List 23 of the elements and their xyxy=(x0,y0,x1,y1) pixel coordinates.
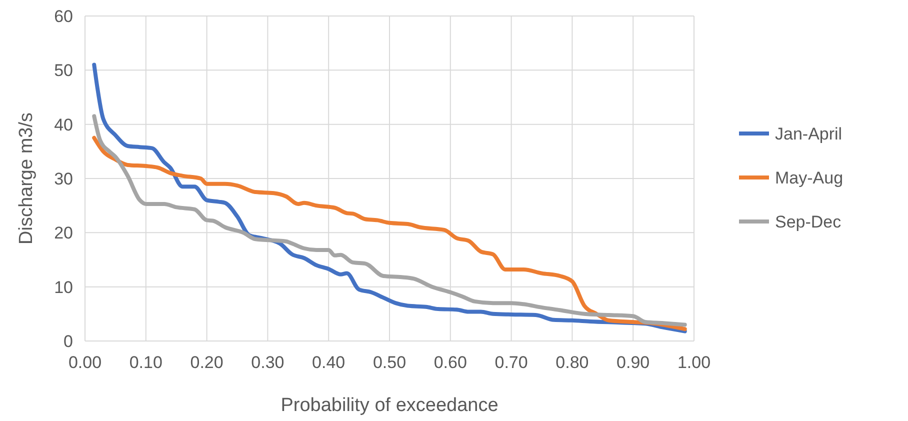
y-tick-label: 60 xyxy=(54,6,73,26)
x-tick-label: 0.40 xyxy=(312,353,346,372)
y-tick-label: 40 xyxy=(54,115,73,134)
y-tick-label: 0 xyxy=(64,332,73,351)
y-tick-label: 10 xyxy=(54,278,73,297)
x-axis-title: Probability of exceedance xyxy=(280,395,498,416)
x-tick-label: 0.10 xyxy=(129,353,162,372)
x-tick-label: 0.50 xyxy=(372,353,406,372)
x-tick-label: 1.00 xyxy=(677,353,711,372)
x-tick-label: 0.20 xyxy=(190,353,224,372)
legend-label: Jan-April xyxy=(775,124,842,144)
legend-label: Sep-Dec xyxy=(775,212,842,232)
x-tick-label: 0.90 xyxy=(616,353,650,372)
y-axis-title: Discharge m3/s xyxy=(16,112,37,244)
y-tick-label: 20 xyxy=(54,224,73,243)
x-tick-label: 0.00 xyxy=(68,353,102,372)
y-tick-label: 50 xyxy=(54,61,73,80)
y-tick-label: 30 xyxy=(54,169,73,188)
x-tick-label: 0.30 xyxy=(251,353,284,372)
legend-label: May-Aug xyxy=(775,168,844,188)
x-tick-label: 0.80 xyxy=(556,353,589,372)
x-tick-label: 0.60 xyxy=(434,353,467,372)
x-tick-label: 0.70 xyxy=(494,353,528,372)
